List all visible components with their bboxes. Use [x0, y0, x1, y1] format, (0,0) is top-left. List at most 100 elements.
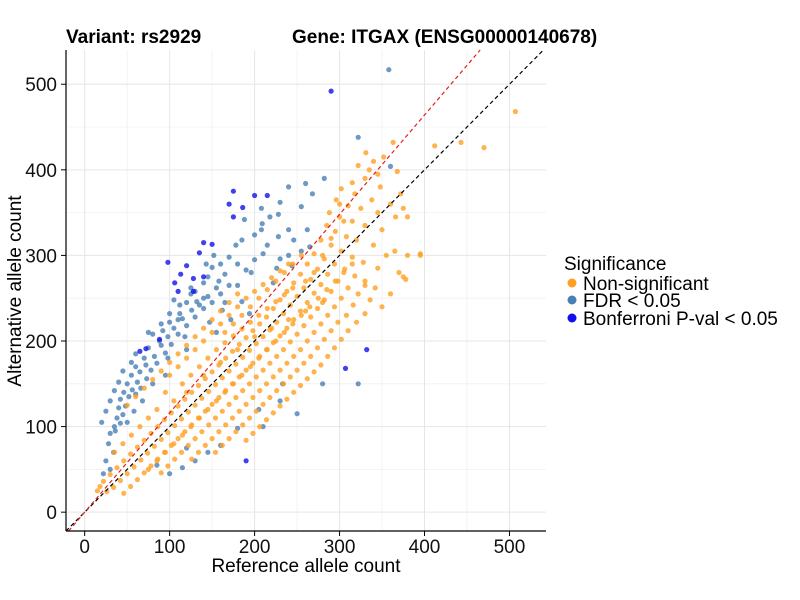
data-point	[353, 319, 360, 325]
data-point	[253, 341, 259, 347]
axes	[65, 50, 546, 532]
data-point	[184, 299, 190, 306]
data-point	[116, 379, 122, 385]
data-point	[320, 299, 326, 306]
data-point	[222, 389, 228, 395]
data-point	[328, 88, 334, 94]
x-tick-label: 500	[494, 537, 526, 558]
data-point	[175, 317, 181, 323]
data-point	[311, 329, 317, 335]
data-point	[481, 145, 487, 151]
data-point	[314, 345, 321, 351]
data-point	[182, 396, 188, 402]
data-point	[277, 403, 283, 409]
data-point	[235, 282, 241, 288]
data-point	[235, 261, 241, 267]
data-point	[370, 158, 377, 164]
data-point	[236, 408, 242, 414]
data-point	[318, 362, 324, 368]
data-point	[182, 334, 188, 340]
data-point	[99, 419, 105, 425]
data-point	[243, 267, 249, 273]
data-point	[150, 376, 156, 383]
data-point	[139, 398, 146, 404]
data-point	[124, 471, 130, 477]
data-point	[286, 184, 292, 190]
data-point	[257, 388, 263, 394]
data-point	[379, 227, 385, 233]
data-point	[335, 319, 341, 325]
data-point	[167, 372, 173, 378]
data-point	[247, 304, 253, 310]
data-point	[201, 240, 207, 246]
data-point	[230, 381, 236, 387]
data-point	[432, 143, 438, 149]
data-point	[209, 264, 215, 270]
data-point	[393, 214, 399, 220]
data-point	[235, 304, 241, 310]
data-point	[358, 205, 364, 211]
data-point	[248, 269, 254, 276]
data-point	[216, 278, 222, 284]
data-point	[263, 417, 270, 423]
data-point	[212, 415, 219, 421]
data-point	[158, 470, 164, 476]
data-point	[243, 295, 249, 301]
data-point	[154, 462, 160, 468]
data-point	[100, 471, 106, 477]
data-point	[107, 430, 113, 436]
data-point	[318, 321, 324, 327]
data-point	[375, 210, 381, 216]
data-point	[212, 382, 219, 388]
data-point	[326, 210, 332, 216]
data-point	[223, 422, 229, 428]
data-point	[280, 347, 287, 353]
y-tick-label: 300	[25, 246, 57, 267]
data-point	[218, 261, 224, 267]
data-point	[116, 405, 122, 411]
data-point	[141, 355, 147, 361]
data-point	[165, 430, 171, 436]
data-point	[338, 186, 344, 192]
data-point	[167, 471, 173, 477]
data-point	[199, 429, 205, 435]
data-point	[184, 263, 190, 269]
data-point	[379, 304, 385, 310]
data-point	[209, 241, 215, 247]
data-point	[103, 458, 109, 464]
data-point	[332, 278, 338, 284]
data-point	[138, 457, 144, 463]
data-point	[184, 355, 190, 361]
data-point	[250, 430, 256, 436]
data-point	[375, 171, 381, 177]
data-point	[179, 432, 185, 438]
legend: Significance Non-significant FDR < 0.05 …	[564, 254, 778, 330]
data-point	[178, 449, 185, 455]
data-point	[369, 197, 375, 203]
data-point	[321, 336, 327, 342]
data-point	[165, 259, 171, 265]
data-point	[257, 424, 263, 430]
data-point	[212, 449, 219, 455]
data-point	[269, 325, 275, 331]
data-point	[260, 367, 266, 373]
data-point	[277, 297, 283, 303]
data-point	[218, 291, 224, 297]
data-point	[256, 355, 262, 361]
data-point	[257, 321, 263, 327]
data-point	[230, 214, 236, 220]
data-point	[213, 285, 219, 291]
data-point	[241, 216, 247, 223]
data-point	[117, 396, 123, 402]
data-point	[120, 441, 126, 447]
data-point	[233, 429, 239, 435]
data-point	[250, 328, 256, 334]
data-point	[325, 312, 331, 318]
data-point	[120, 368, 126, 374]
chart-title-gene: Gene: ITGAX (ENSG00000140678)	[292, 27, 597, 48]
data-point	[203, 261, 209, 267]
data-point	[171, 325, 177, 331]
data-point	[362, 175, 368, 181]
data-point	[107, 466, 113, 472]
data-point	[387, 291, 394, 297]
